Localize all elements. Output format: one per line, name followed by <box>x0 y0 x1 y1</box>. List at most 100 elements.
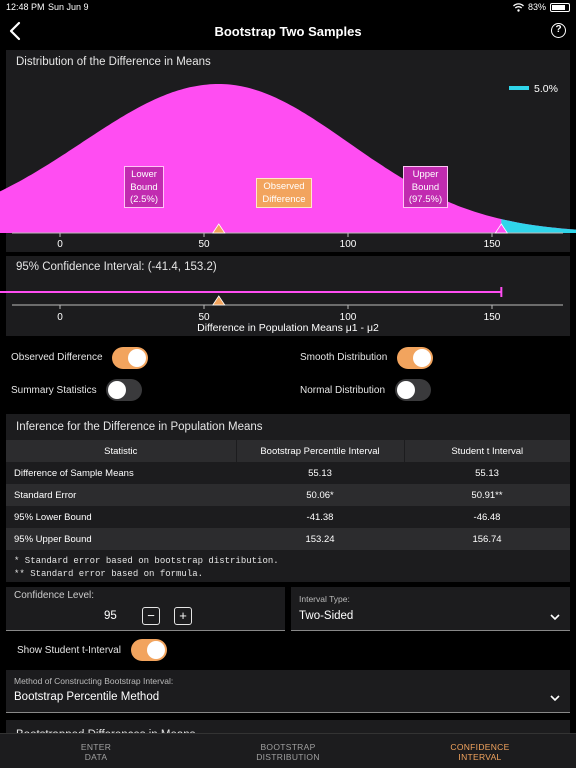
col-student-t: Student t Interval <box>404 440 570 462</box>
ci-observed-marker <box>212 295 226 306</box>
page-title: Bootstrap Two Samples <box>214 24 362 39</box>
table-cell: 95% Upper Bound <box>6 528 236 550</box>
inference-table: Statistic Bootstrap Percentile Interval … <box>6 440 570 550</box>
col-statistic: Statistic <box>6 440 237 462</box>
tick-label: 100 <box>340 312 357 323</box>
wifi-icon <box>513 2 524 12</box>
status-time: 12:48 PM <box>6 2 45 12</box>
table-cell: -46.48 <box>473 511 501 523</box>
tick-label: 150 <box>484 239 501 250</box>
battery-percent: 83% <box>527 2 546 12</box>
chevron-down-icon <box>550 695 560 702</box>
table-row: Difference of Sample Means 55.13 55.13 <box>6 462 570 484</box>
lower-bound-label-line1: Lower <box>131 169 157 180</box>
tab-bootstrap-distribution[interactable]: BOOTSTRAP DISTRIBUTION <box>192 742 384 762</box>
x-axis-ticks: −100−50050100150200 <box>57 233 501 250</box>
ci-axis-ticks: −100−50050100150200 <box>57 305 501 323</box>
confidence-level-value[interactable]: 95 <box>104 610 117 622</box>
method-label: Method of Constructing Bootstrap Interva… <box>14 676 174 686</box>
smooth-distribution-label: Smooth Distribution <box>300 352 388 363</box>
distribution-curve <box>0 84 576 233</box>
tick-label: 50 <box>198 239 210 250</box>
method-dropdown[interactable]: Method of Constructing Bootstrap Interva… <box>6 670 570 713</box>
interval-type-dropdown[interactable]: Interval Type: Two-Sided <box>291 587 570 631</box>
tab-ci-line2: INTERVAL <box>458 752 502 762</box>
upper-bound-marker <box>494 223 509 234</box>
distribution-title: Distribution of the Difference in Means <box>16 56 211 68</box>
upper-bound-label-line3: (97.5%) <box>408 194 443 205</box>
observed-label-line2: Difference <box>262 193 306 205</box>
table-cell: 50.91** <box>404 484 570 506</box>
table-row: 95% Upper Bound 153.24 156.74 <box>6 528 570 550</box>
tick-label: 50 <box>198 312 210 323</box>
summary-statistics-toggle[interactable] <box>106 379 142 401</box>
legend-swatch <box>509 86 529 90</box>
interval-type-label: Interval Type: <box>299 594 350 604</box>
observed-difference-toggle[interactable] <box>112 347 148 369</box>
confidence-level-panel: Confidence Level: 95 − + <box>6 587 285 631</box>
summary-statistics-label: Summary Statistics <box>11 385 97 396</box>
tab-ci-line1: CONFIDENCE <box>450 742 510 752</box>
table-cell: 95% Lower Bound <box>14 511 92 523</box>
ci-chart: −100−50050100150200 Difference in Popula… <box>0 287 563 334</box>
interval-type-value: Two-Sided <box>299 610 354 622</box>
confidence-level-label: Confidence Level: <box>14 590 95 601</box>
nav-bar: Bootstrap Two Samples ? <box>0 14 576 48</box>
upper-bound-label: Upper Bound (97.5%) <box>403 166 448 208</box>
inference-table-header: Statistic Bootstrap Percentile Interval … <box>6 440 570 462</box>
tab-bar: ENTER DATA BOOTSTRAP DISTRIBUTION CONFID… <box>0 733 576 768</box>
legend-label: 5.0% <box>534 83 558 95</box>
normal-distribution-label: Normal Distribution <box>300 385 386 396</box>
upper-bound-label-line1: Upper <box>412 169 439 180</box>
upper-tail-area <box>501 219 576 233</box>
normal-distribution-toggle[interactable] <box>395 379 431 401</box>
inference-title: Inference for the Difference in Populati… <box>16 421 263 433</box>
tab-enter-data-line1: ENTER <box>80 742 112 752</box>
battery-icon <box>550 2 570 12</box>
tick-label: 150 <box>484 312 501 323</box>
observed-difference-label: Observed Difference <box>256 178 312 208</box>
tab-bootstrap-line1: BOOTSTRAP <box>260 742 316 752</box>
footnote-formula: ** Standard error based on formula. <box>14 569 204 579</box>
distribution-chart: −100−50050100150200 5.0% <box>0 83 576 250</box>
table-cell: Standard Error <box>6 484 236 506</box>
status-date: Sun Jun 9 <box>48 2 89 12</box>
lower-bound-label-line2: Bound <box>130 181 158 193</box>
confidence-interval-panel: 95% Confidence Interval: (-41.4, 153.2) <box>6 256 570 336</box>
status-right: 83% <box>513 2 570 12</box>
table-cell: 50.06* <box>236 484 404 506</box>
ci-xlabel: Difference in Population Means μ1 - μ2 <box>197 322 379 334</box>
back-chevron-icon[interactable] <box>6 20 26 42</box>
footnote-bootstrap: * Standard error based on bootstrap dist… <box>14 556 279 566</box>
ci-title: 95% Confidence Interval: (-41.4, 153.2) <box>16 261 217 273</box>
table-row: Standard Error 50.06* 50.91** <box>6 484 570 506</box>
tab-confidence-interval[interactable]: CONFIDENCE INTERVAL <box>384 742 576 762</box>
table-cell: 55.13 <box>308 467 332 479</box>
tick-label: 0 <box>57 312 63 323</box>
observed-difference-label-text: Observed Difference <box>11 352 103 363</box>
decrement-button[interactable]: − <box>142 607 160 625</box>
show-student-t-toggle[interactable] <box>131 639 167 661</box>
status-bar: 12:48 PM Sun Jun 9 83% <box>0 0 576 14</box>
tab-enter-data[interactable]: ENTER DATA <box>0 742 192 762</box>
smooth-distribution-toggle[interactable] <box>397 347 433 369</box>
col-bootstrap: Bootstrap Percentile Interval <box>236 440 405 462</box>
tab-bootstrap-line2: DISTRIBUTION <box>256 752 320 762</box>
table-cell: 55.13 <box>475 467 499 479</box>
table-cell: Difference of Sample Means <box>14 467 134 479</box>
increment-button[interactable]: + <box>174 607 192 625</box>
tick-label: 0 <box>57 239 63 250</box>
table-cell: 156.74 <box>404 528 570 550</box>
method-value: Bootstrap Percentile Method <box>14 691 160 703</box>
lower-bound-label: Lower Bound (2.5%) <box>124 166 164 208</box>
tick-label: 100 <box>340 239 357 250</box>
help-icon[interactable]: ? <box>551 23 566 38</box>
observed-label-line1: Observed <box>263 181 305 192</box>
show-student-t-label: Show Student t-Interval <box>17 645 121 656</box>
table-cell: 153.24 <box>236 528 404 550</box>
table-cell: -41.38 <box>306 511 334 523</box>
tab-enter-data-line2: DATA <box>84 752 108 762</box>
observed-marker <box>212 223 226 234</box>
lower-bound-label-line3: (2.5%) <box>130 194 158 205</box>
upper-bound-label-line2: Bound <box>411 181 440 193</box>
